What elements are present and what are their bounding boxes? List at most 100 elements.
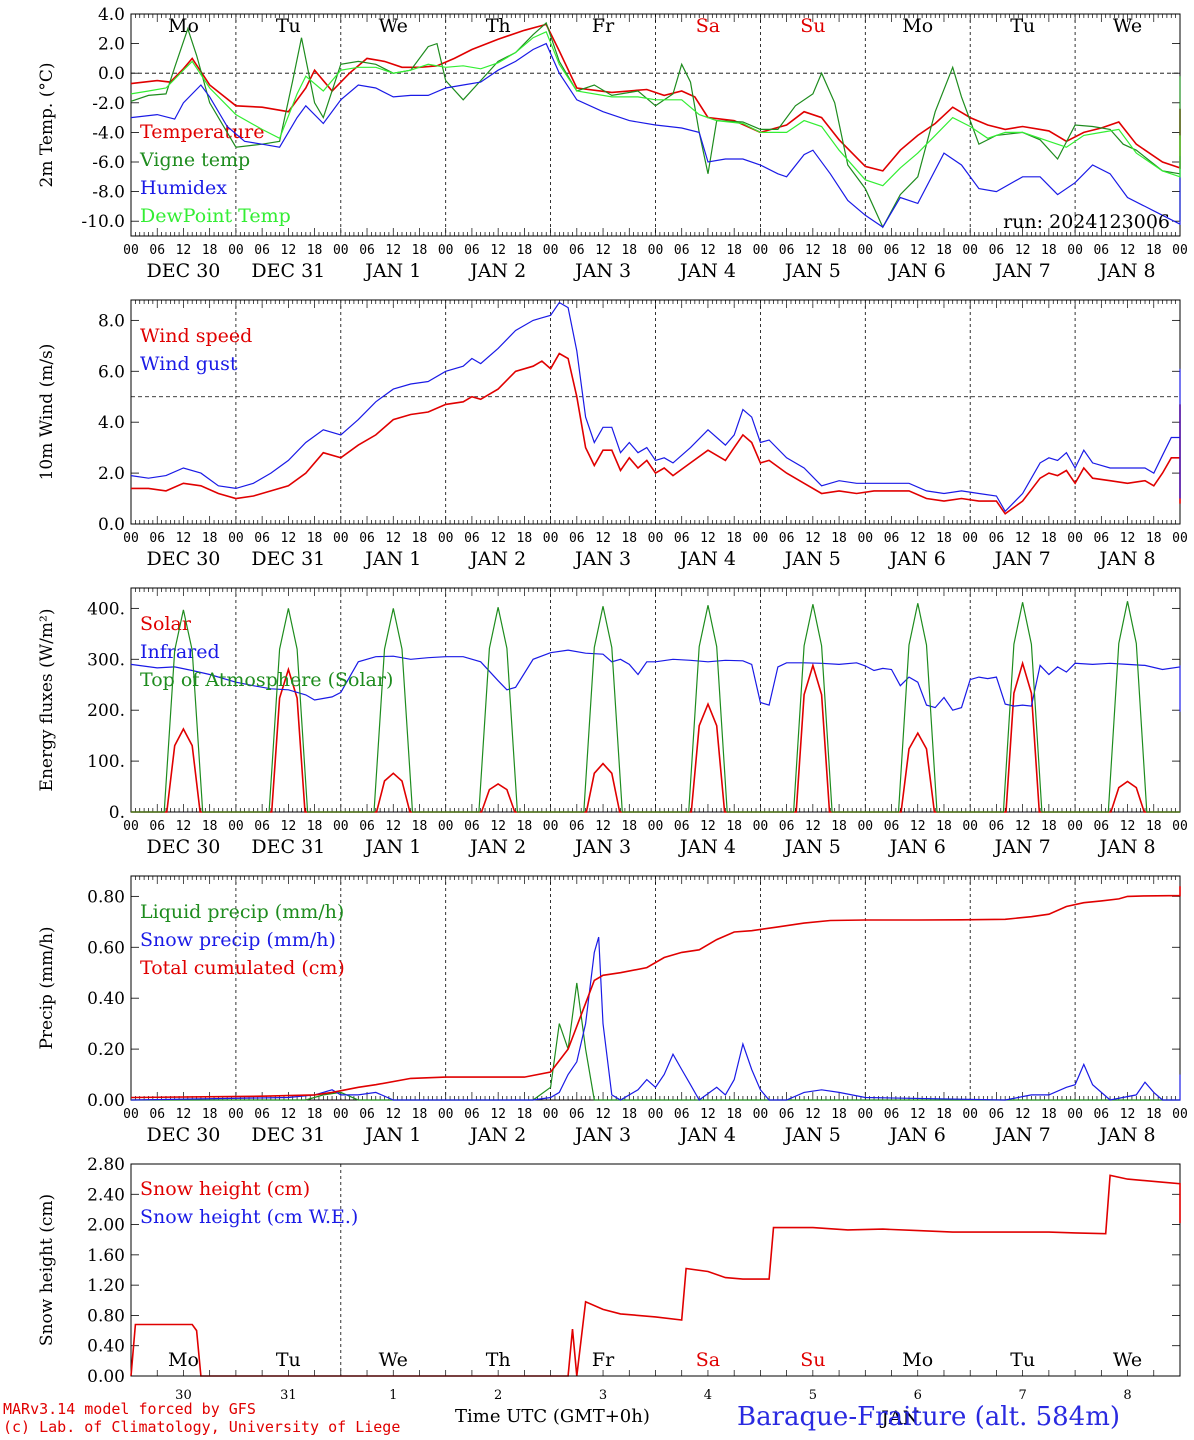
legend-entry: Top of Atmosphere (Solar) <box>140 669 393 691</box>
hour-label: 18 <box>517 531 533 546</box>
hour-label: 12 <box>176 531 192 546</box>
hour-label: 00 <box>228 819 244 834</box>
hour-label: 18 <box>1041 243 1057 258</box>
station-title: Baraque-Fraiture (alt. 584m) <box>737 1402 1121 1432</box>
x-axis-title: Time UTC (GMT+0h) <box>455 1406 650 1427</box>
hour-label: 18 <box>831 1107 847 1122</box>
weekday-label: Mo <box>902 1349 933 1371</box>
model-credit: MARv3.14 model forced by GFS (c) Lab. of… <box>3 1400 400 1436</box>
hour-label: 12 <box>490 531 506 546</box>
hour-label: 18 <box>621 819 637 834</box>
series-line <box>130 301 1181 513</box>
hour-label: 18 <box>202 819 218 834</box>
hour-label: 06 <box>254 1107 270 1122</box>
hour-label: 12 <box>595 243 611 258</box>
hour-label: 12 <box>1120 1107 1136 1122</box>
weekday-label: We <box>379 15 408 37</box>
y-tick-label: 200. <box>87 701 125 721</box>
hour-label: 12 <box>805 243 821 258</box>
date-label: DEC 30 <box>147 260 221 282</box>
y-tick-label: 2.00 <box>87 1216 125 1236</box>
lab-line: (c) Lab. of Climatology, University of L… <box>3 1418 401 1436</box>
y-tick-label: -6.0 <box>92 153 125 173</box>
hour-label: 18 <box>202 1107 218 1122</box>
hour-label: 06 <box>1093 243 1109 258</box>
hour-label: 00 <box>543 819 559 834</box>
hour-label: 00 <box>543 531 559 546</box>
hour-label: 12 <box>910 243 926 258</box>
hour-label: 00 <box>753 819 769 834</box>
hour-label: 06 <box>569 1107 585 1122</box>
day-number: 30 <box>175 1388 192 1403</box>
hour-label: 12 <box>385 819 401 834</box>
hour-label: 18 <box>517 1107 533 1122</box>
date-label: DEC 31 <box>251 260 325 282</box>
date-label: JAN 6 <box>888 1124 946 1146</box>
hour-label: 18 <box>517 819 533 834</box>
hour-label: 06 <box>779 243 795 258</box>
hour-label: 12 <box>700 243 716 258</box>
weekday-label: We <box>1113 1349 1142 1371</box>
y-tick-label: 0.00 <box>87 1091 125 1111</box>
hour-label: 00 <box>438 1107 454 1122</box>
date-label: JAN 1 <box>363 1124 421 1146</box>
hour-label: 18 <box>412 1107 428 1122</box>
hour-label: 06 <box>884 1107 900 1122</box>
hour-label: 00 <box>962 819 978 834</box>
legend-entry: Snow precip (mm/h) <box>140 929 336 951</box>
hour-label: 18 <box>726 243 742 258</box>
date-label: JAN 5 <box>783 260 841 282</box>
hour-label: 18 <box>307 819 323 834</box>
hour-label: 18 <box>936 243 952 258</box>
date-label: JAN 3 <box>573 260 631 282</box>
hour-label: 18 <box>1041 531 1057 546</box>
hour-label: 12 <box>281 243 297 258</box>
y-tick-label: -10.0 <box>81 212 125 232</box>
y-axis-label: 10m Wind (m/s) <box>37 344 57 481</box>
y-tick-label: 0.20 <box>87 1040 125 1060</box>
y-tick-label: 4.0 <box>98 5 125 25</box>
date-label: JAN 8 <box>1098 836 1156 858</box>
hour-label: 12 <box>1015 1107 1031 1122</box>
hour-label: 06 <box>149 1107 165 1122</box>
y-tick-label: 6.0 <box>98 362 125 382</box>
day-number: 3 <box>599 1388 607 1403</box>
date-label: JAN 8 <box>1098 260 1156 282</box>
hour-label: 06 <box>359 531 375 546</box>
y-tick-label: 0.60 <box>87 938 125 958</box>
y-axis-label: Energy fluxes (W/m²) <box>37 609 57 792</box>
legend-entry: Liquid precip (mm/h) <box>140 901 344 923</box>
hour-label: 00 <box>333 243 349 258</box>
hour-label: 18 <box>307 1107 323 1122</box>
date-label: JAN 2 <box>468 1124 526 1146</box>
hour-label: 12 <box>1015 243 1031 258</box>
hour-label: 00 <box>1067 243 1083 258</box>
day-number: 7 <box>1019 1388 1027 1403</box>
hour-label: 06 <box>674 243 690 258</box>
y-tick-label: 2.0 <box>98 464 125 484</box>
hour-label: 06 <box>569 531 585 546</box>
weekday-label: Th <box>486 15 511 37</box>
series-line <box>130 649 1181 712</box>
weekday-label: Tu <box>276 1349 301 1371</box>
hour-label: 00 <box>543 1107 559 1122</box>
series-line <box>131 601 1180 813</box>
weekday-label: Tu <box>1010 15 1035 37</box>
hour-label: 00 <box>1172 531 1188 546</box>
hour-label: 06 <box>254 531 270 546</box>
hour-label: 12 <box>176 819 192 834</box>
hour-label: 12 <box>385 531 401 546</box>
hour-label: 00 <box>333 1107 349 1122</box>
hour-label: 18 <box>1146 243 1162 258</box>
hour-label: 00 <box>753 531 769 546</box>
date-label: JAN 6 <box>888 548 946 570</box>
hour-label: 18 <box>936 1107 952 1122</box>
date-label: JAN 6 <box>888 260 946 282</box>
legend-entry: Wind gust <box>140 353 238 375</box>
weekday-label: Mo <box>168 15 199 37</box>
date-label: JAN 4 <box>678 260 736 282</box>
model-line: MARv3.14 model forced by GFS <box>3 1400 256 1418</box>
hour-label: 06 <box>674 531 690 546</box>
y-tick-label: 2.40 <box>87 1185 125 1205</box>
date-label: JAN 6 <box>888 836 946 858</box>
